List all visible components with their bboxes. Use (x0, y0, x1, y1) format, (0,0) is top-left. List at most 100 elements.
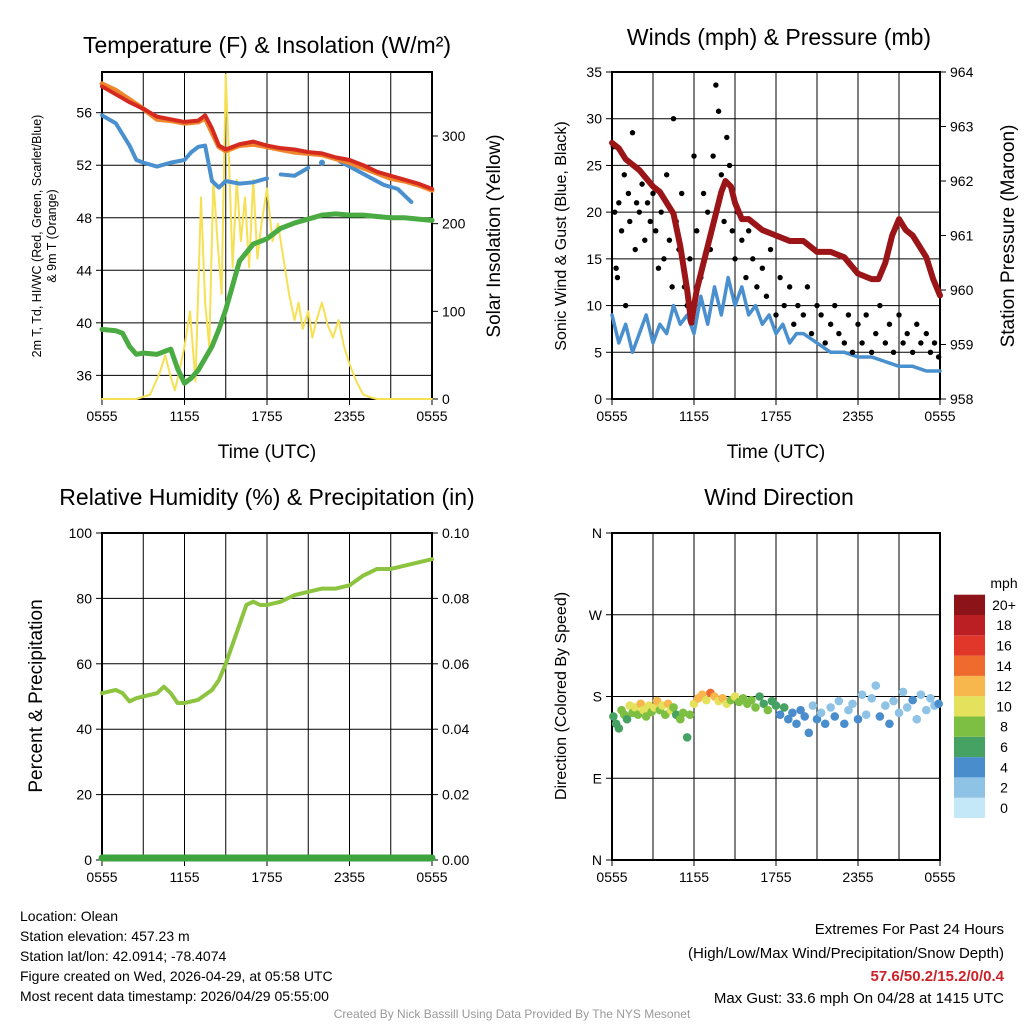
heat-index-windchill-line (278, 165, 311, 178)
gust-point (781, 302, 787, 309)
y-right-tick-label: 964 (950, 64, 974, 80)
gust-point (616, 200, 622, 206)
wind-direction-point (788, 708, 797, 718)
colorbar-swatch (954, 655, 985, 676)
y-tick-label: S (593, 689, 602, 705)
heat-index-windchill-line (337, 159, 414, 205)
gust-point (644, 200, 651, 206)
gust-point (739, 237, 745, 243)
gust-point (763, 293, 770, 299)
temp-xlabel: Time (UTC) (218, 442, 317, 463)
gust-point (666, 237, 673, 243)
colorbar-swatch (954, 615, 985, 636)
gust-point (886, 321, 893, 327)
gust-point (679, 190, 685, 197)
gust-point (710, 153, 716, 159)
gust-point (669, 284, 675, 290)
gust-point (750, 256, 756, 262)
y-tick-label: 20 (586, 204, 602, 220)
colorbar-swatch (954, 696, 985, 717)
x-tick-label: 0555 (416, 408, 447, 424)
wind-direction-point (751, 703, 760, 712)
gust-point (923, 330, 930, 337)
info-latlon: Station lat/lon: 42.0914; -78.4074 (20, 948, 226, 964)
extremes-subtitle: (High/Low/Max Wind/Precipitation/Snow De… (688, 945, 1004, 962)
gust-point (700, 190, 707, 197)
x-tick-label: 1155 (679, 408, 709, 424)
heat-index-windchill-line (100, 113, 269, 190)
wind-direction-point (808, 701, 818, 710)
x-tick-label: 1755 (760, 869, 791, 885)
y-tick-label: 0 (594, 391, 602, 407)
wind-direction-point (902, 703, 912, 712)
colorbar-label: 2 (1000, 780, 1008, 796)
wind-direction-point (912, 714, 922, 724)
wind-direction-point (682, 733, 692, 742)
y-tick-label: 56 (76, 105, 92, 121)
gust-point (636, 209, 643, 215)
gust-point (863, 312, 869, 318)
wind-direction-point (898, 687, 908, 697)
gust-point (795, 302, 801, 309)
wind-direction-point (678, 708, 688, 718)
gust-point (621, 172, 627, 178)
wind-direction-point (820, 719, 830, 729)
wind-direction-point (875, 712, 885, 721)
gust-point (612, 209, 618, 215)
gust-point (625, 190, 632, 197)
temp-title: Temperature (F) & Insolation (W/m²) (83, 32, 451, 58)
info-elevation: Station elevation: 457.23 m (20, 928, 190, 944)
gust-point (726, 162, 733, 169)
y-tick-label: W (589, 607, 603, 623)
wind-direction-point (622, 714, 632, 724)
wind-direction-point (894, 708, 904, 718)
wind-direction-point (840, 719, 849, 729)
wind-direction-point (759, 699, 768, 709)
y-tick-label: N (592, 525, 602, 541)
gust-point (845, 312, 852, 318)
y-tick-label: 20 (76, 787, 92, 803)
y-right-tick-label: 0.02 (442, 787, 469, 803)
gust-point (704, 209, 711, 215)
gust-point (927, 349, 934, 355)
wind-direction-point (861, 710, 871, 719)
y-right-tick-label: 100 (442, 303, 466, 319)
wind-direction-point (844, 705, 853, 715)
gust-point (639, 181, 645, 187)
y-tick-label: 15 (586, 251, 602, 267)
y-tick-label: 60 (76, 656, 92, 672)
gust-point (868, 349, 875, 355)
gust-point (818, 312, 824, 318)
wind-direction-point (871, 681, 881, 690)
temp-ylabel-right: Solar Insolation (Yellow) (484, 134, 505, 337)
x-tick-label: 0555 (596, 408, 627, 424)
colorbar-swatch (954, 594, 985, 615)
gust-point (786, 284, 793, 290)
wind-direction-point (916, 690, 926, 699)
gust-point (653, 228, 659, 234)
x-tick-label: 1155 (169, 408, 199, 424)
y-tick-label: N (592, 852, 602, 868)
y-right-tick-label: 959 (950, 337, 974, 353)
colorbar-label: 8 (1000, 719, 1008, 735)
wind-direction-point (934, 699, 943, 709)
y-tick-label: E (593, 770, 602, 786)
gust-point (655, 265, 662, 271)
y-right-tick-label: 958 (950, 391, 974, 407)
wind-direction-point (771, 701, 781, 710)
gust-point (849, 349, 856, 355)
rh-ylabel: Percent & Precipitation (26, 599, 47, 792)
gust-point (691, 153, 697, 159)
x-tick-label: 2355 (842, 408, 873, 424)
pressure-line (609, 139, 943, 326)
gust-point (841, 340, 848, 346)
colorbar-swatch (954, 635, 985, 656)
wind-direction-point (609, 712, 618, 721)
wind-direction-point (669, 703, 678, 712)
gust-point (618, 228, 625, 234)
info-created: Figure created on Wed, 2026-04-29, at 05… (20, 968, 333, 984)
wind-direction-point (922, 705, 931, 715)
y-right-tick-label: 0 (442, 391, 450, 407)
gust-point (836, 330, 842, 337)
